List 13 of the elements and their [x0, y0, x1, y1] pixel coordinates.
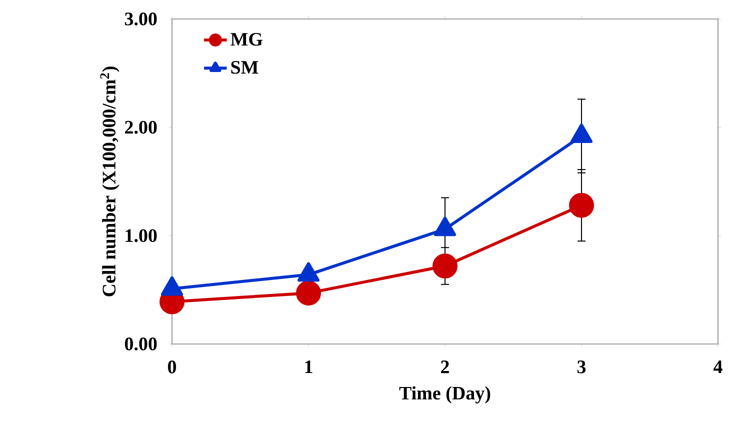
y-tick-label: 0.00 [124, 338, 157, 350]
x-tick-label: 3 [577, 360, 586, 374]
x-tick-label: 0 [168, 360, 176, 374]
legend-label: SM [231, 61, 258, 74]
x-tick-label: 1 [305, 360, 312, 374]
x-axis-title: Time (Day) [399, 386, 490, 404]
x-tick-label: 2 [441, 360, 449, 374]
y-tick-label: 3.00 [124, 12, 157, 26]
legend-label: MG [230, 32, 262, 46]
y-tick-label: 2.00 [125, 120, 157, 134]
y-tick-label: 1.00 [126, 229, 157, 242]
y-axis-title: Cell number (X100,000/cm$^{2}$) [100, 66, 120, 296]
x-tick-label: 4 [714, 360, 722, 374]
